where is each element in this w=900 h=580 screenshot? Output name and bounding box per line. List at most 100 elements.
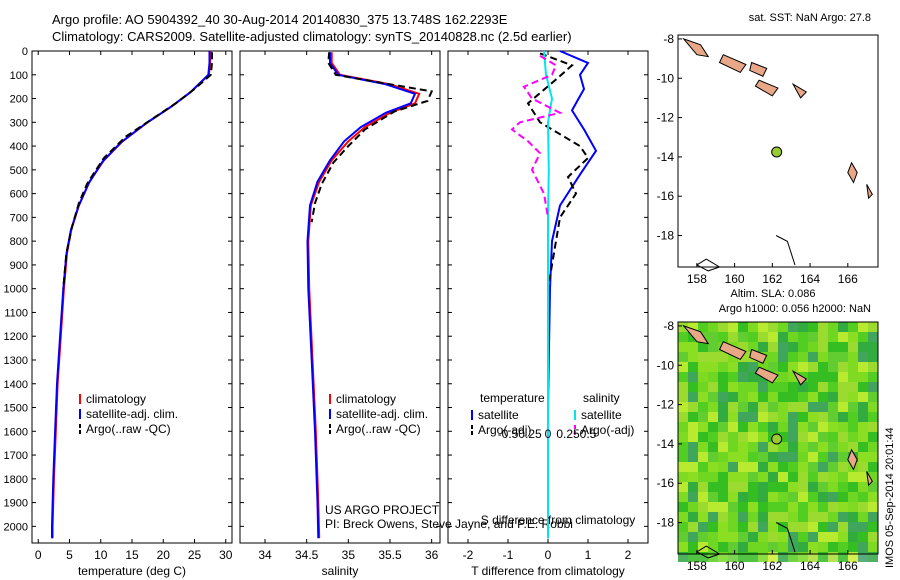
sla-cell — [698, 322, 708, 332]
sla_map-title: Altim. SLA: 0.086 — [731, 288, 816, 300]
difference-panel: -2 -1 0 1 2T difference from climatology temp… — [447, 50, 649, 578]
reef-contour — [775, 522, 796, 553]
sla-cell — [778, 402, 788, 412]
sla-cell — [818, 432, 828, 442]
sla-cell — [768, 542, 778, 552]
salinity-xtick-label: 35 — [342, 548, 356, 562]
sla-cell — [728, 522, 738, 532]
sla-cell — [728, 372, 738, 382]
sla-cell — [708, 452, 718, 462]
depth-tick-label: 1200 — [4, 331, 28, 343]
sla-cell — [678, 492, 688, 502]
sla-cell — [728, 542, 738, 552]
sla-cell — [758, 452, 768, 462]
sla-cell — [778, 502, 788, 512]
salinity-series-1 — [306, 52, 417, 539]
salinity-diff-tick-label: 0.25 — [556, 427, 580, 441]
sla-cell — [708, 492, 718, 502]
sla-cell — [708, 542, 718, 552]
sla_map-ytick-label: -14 — [657, 437, 675, 451]
sla-cell — [728, 532, 738, 542]
sla-cell — [858, 502, 868, 512]
sla-cell — [718, 482, 728, 492]
sla-cell — [798, 402, 808, 412]
sla-cell — [838, 522, 848, 532]
sla-cell — [788, 422, 798, 432]
sla-cell — [828, 382, 838, 392]
sla-cell — [838, 432, 848, 442]
sla-cell — [688, 392, 698, 402]
sla-cell — [768, 522, 778, 532]
sla-cell — [828, 342, 838, 352]
depth-tick-label: 1400 — [4, 379, 28, 391]
sla-cell — [758, 432, 768, 442]
sla-cell — [728, 462, 738, 472]
sla-cell — [718, 322, 728, 332]
sla-cell — [718, 332, 728, 342]
sla-cell — [808, 362, 818, 372]
sla-cell — [858, 382, 868, 392]
sla-cell — [728, 452, 738, 462]
temperature-xtick-label: 10 — [94, 548, 108, 562]
sla-cell — [808, 502, 818, 512]
island-shape — [754, 79, 779, 97]
sla-cell — [678, 342, 688, 352]
sla-cell — [738, 322, 748, 332]
difference-series-0 — [547, 50, 598, 539]
depth-tick-label: 300 — [10, 117, 28, 129]
sla-cell — [808, 402, 818, 412]
reef-contour — [695, 545, 721, 559]
sla-cell — [798, 362, 808, 372]
sla-cell — [748, 502, 758, 512]
sla-cell — [678, 322, 688, 332]
sla-cell — [838, 342, 848, 352]
difference-xtick-label: 0 — [545, 548, 552, 562]
island-shape — [791, 369, 808, 386]
sla-cell — [708, 372, 718, 382]
sla-cell — [788, 362, 798, 372]
sla-cell — [728, 482, 738, 492]
sla-cell — [758, 402, 768, 412]
sla-cell — [808, 412, 818, 422]
sla-cell — [838, 512, 848, 522]
sla-cell — [828, 512, 838, 522]
sla-cell — [768, 392, 778, 402]
salinity-diff-tick-label: -0.5 — [498, 427, 519, 441]
sla-cell — [798, 462, 808, 472]
sla-cell — [718, 542, 728, 552]
salinity-diff-tick-label: -0.25 — [514, 427, 542, 441]
imos-timestamp: IMOS 05-Sep-2014 20:01:44 — [884, 427, 896, 568]
sla-cell — [858, 522, 868, 532]
temperature-series-2 — [62, 52, 213, 289]
sla-cell — [748, 372, 758, 382]
sla-cell — [688, 422, 698, 432]
sla-cell — [818, 442, 828, 452]
sla-cell — [678, 482, 688, 492]
sla-cell — [738, 502, 748, 512]
sla-cell — [788, 382, 798, 392]
sla-cell — [728, 332, 738, 342]
sla-cell — [818, 452, 828, 462]
figure-title: Argo profile: AO 5904392_40 30-Aug-2014 … — [52, 12, 508, 27]
sla-cell — [848, 332, 858, 342]
sla-cell — [818, 502, 828, 512]
depth-tick-label: 500 — [10, 165, 28, 177]
sla-cell — [848, 522, 858, 532]
sla-cell — [858, 442, 868, 452]
sla-cell — [808, 532, 818, 542]
sla-cell — [688, 512, 698, 522]
sla-cell — [788, 342, 798, 352]
sla-cell — [818, 342, 828, 352]
sla-cell — [848, 472, 858, 482]
sla-cell — [868, 332, 878, 342]
sla-cell — [678, 452, 688, 462]
depth-tick-label: 700 — [10, 212, 28, 224]
diff-legend-title-temp: temperature — [480, 391, 545, 405]
island-shape — [749, 348, 768, 364]
sla-cell — [728, 412, 738, 422]
sla-cell — [828, 452, 838, 462]
sla-cell — [708, 482, 718, 492]
sla-cell — [788, 402, 798, 412]
sla-cell — [678, 422, 688, 432]
sla-cell — [858, 322, 868, 332]
